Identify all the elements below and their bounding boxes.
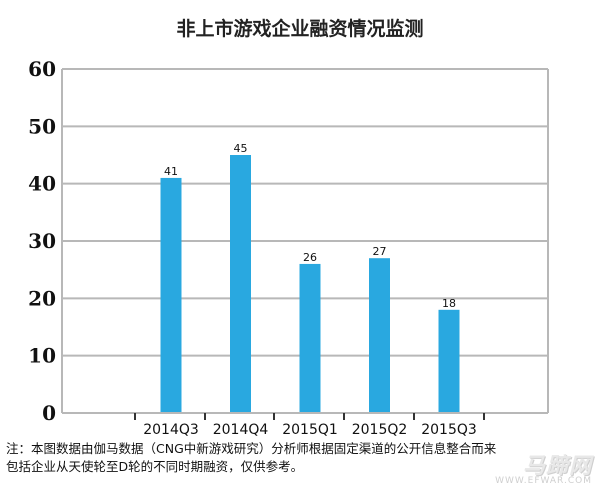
y-tick-label: 0 <box>42 401 56 425</box>
y-tick-label: 60 <box>28 57 56 81</box>
y-tick-label: 30 <box>28 229 56 253</box>
value-label: 26 <box>303 251 317 264</box>
x-axis: 2014Q3 2014Q4 2015Q1 2015Q2 2015Q3 <box>62 412 548 438</box>
bar-2014Q3 <box>160 177 182 413</box>
x-tick-label: 2015Q2 <box>352 422 408 438</box>
y-tick-label: 20 <box>28 286 56 310</box>
footnote: 注：本图数据由伽马数据（CNG中新游戏研究）分析师根据固定渠道的公开信息整合而来… <box>6 440 596 476</box>
value-labels: 41 45 26 27 18 <box>164 142 456 310</box>
value-label: 41 <box>164 165 178 178</box>
watermark-url: WWW.EFWAR.COM <box>495 476 592 486</box>
watermark: 马蹄网 WWW.EFWAR.COM <box>495 448 592 486</box>
y-tick-label: 50 <box>28 114 56 138</box>
x-tick-label: 2015Q1 <box>282 422 338 438</box>
x-tick-label: 2014Q4 <box>213 422 269 438</box>
bar-2015Q3 <box>438 309 460 413</box>
chart-title: 非上市游戏企业融资情况监测 <box>176 18 424 40</box>
footnote-line-1: 注：本图数据由伽马数据（CNG中新游戏研究）分析师根据固定渠道的公开信息整合而来 <box>6 441 497 456</box>
value-label: 45 <box>234 142 248 155</box>
value-label: 18 <box>442 297 456 310</box>
value-label: 27 <box>373 245 387 258</box>
x-tick-label: 2014Q3 <box>143 422 199 438</box>
bars <box>160 155 460 413</box>
y-tick-label: 10 <box>28 344 56 368</box>
footnote-line-2: 包括企业从天使轮至D轮的不同时期融资，仅供参考。 <box>6 459 304 474</box>
x-tick-label: 2015Q3 <box>421 422 477 438</box>
y-tick-label: 40 <box>28 172 56 196</box>
y-axis-ticks: 0 10 20 30 40 50 60 <box>28 57 56 425</box>
bar-2014Q4 <box>230 155 251 413</box>
bar-2015Q2 <box>369 258 390 413</box>
bar-2015Q1 <box>299 263 321 413</box>
watermark-logo: 马蹄网 <box>522 454 592 479</box>
